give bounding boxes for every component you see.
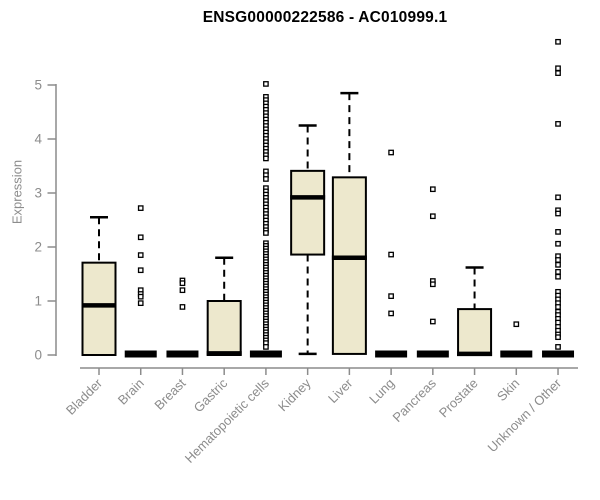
outlier-point bbox=[555, 261, 561, 268]
x-category-label: Bladder bbox=[63, 375, 106, 418]
y-tick-label: 2 bbox=[34, 240, 42, 255]
outlier-point bbox=[555, 273, 561, 280]
outlier-point bbox=[555, 257, 561, 263]
outlier-point bbox=[429, 186, 436, 193]
outlier-point bbox=[555, 334, 561, 341]
outlier-point bbox=[555, 121, 561, 127]
outlier-point bbox=[137, 205, 144, 211]
outlier-point bbox=[555, 268, 561, 275]
outlier-point bbox=[555, 65, 561, 72]
outlier-point bbox=[555, 240, 561, 247]
outlier-point bbox=[555, 210, 561, 217]
box bbox=[457, 308, 493, 357]
outlier-point bbox=[263, 230, 269, 236]
outlier-point bbox=[137, 293, 144, 300]
outlier-point bbox=[429, 281, 436, 288]
outlier-point bbox=[179, 287, 186, 294]
outlier-point bbox=[388, 310, 394, 317]
x-category-label: Pancreas bbox=[390, 375, 440, 425]
outlier-point bbox=[513, 321, 520, 328]
outlier-point bbox=[263, 344, 269, 350]
outlier-point bbox=[137, 267, 144, 274]
outlier-point bbox=[555, 194, 561, 201]
box bbox=[290, 169, 326, 256]
outlier-point bbox=[263, 81, 269, 87]
flat-box bbox=[124, 350, 157, 358]
outlier-point bbox=[555, 344, 561, 350]
outlier-point bbox=[555, 229, 561, 235]
y-tick-label: 4 bbox=[34, 132, 42, 147]
outlier-point bbox=[388, 149, 394, 156]
y-tick-label: 5 bbox=[34, 78, 42, 93]
flat-box bbox=[375, 350, 408, 358]
flat-box bbox=[249, 350, 282, 358]
flat-box bbox=[542, 350, 575, 358]
x-category-label: Gastric bbox=[191, 375, 231, 415]
y-tick-label: 0 bbox=[34, 348, 42, 363]
x-category-label: Breast bbox=[151, 375, 188, 412]
outlier-point bbox=[179, 304, 186, 310]
y-tick-label: 1 bbox=[34, 294, 42, 309]
outlier-point bbox=[263, 176, 269, 182]
outlier-point bbox=[555, 304, 561, 310]
box bbox=[331, 176, 367, 355]
x-category-label: Skin bbox=[494, 376, 522, 404]
outlier-point bbox=[137, 234, 144, 241]
x-category-label: Brain bbox=[115, 376, 147, 408]
chart-title: ENSG00000222586 - AC010999.1 bbox=[202, 9, 448, 26]
x-category-label: Prostate bbox=[436, 376, 481, 421]
x-category-label: Unknown / Other bbox=[485, 375, 565, 455]
box bbox=[81, 261, 117, 356]
y-tick-label: 3 bbox=[34, 186, 42, 201]
outlier-point bbox=[137, 300, 144, 307]
box bbox=[206, 300, 242, 356]
x-category-label: Lung bbox=[366, 376, 397, 407]
outlier-point bbox=[179, 280, 186, 287]
flat-box bbox=[166, 350, 199, 358]
outlier-point bbox=[137, 252, 144, 258]
flat-box bbox=[500, 350, 533, 358]
outlier-point bbox=[555, 70, 561, 76]
outlier-point bbox=[429, 318, 436, 325]
outlier-point bbox=[555, 38, 561, 45]
outlier-point bbox=[429, 213, 436, 220]
outlier-point bbox=[388, 251, 394, 258]
x-category-label: Liver bbox=[325, 375, 356, 406]
x-category-label: Kidney bbox=[275, 375, 314, 414]
flat-box bbox=[416, 350, 449, 358]
outlier-point bbox=[388, 293, 394, 299]
outlier-point bbox=[263, 155, 269, 162]
